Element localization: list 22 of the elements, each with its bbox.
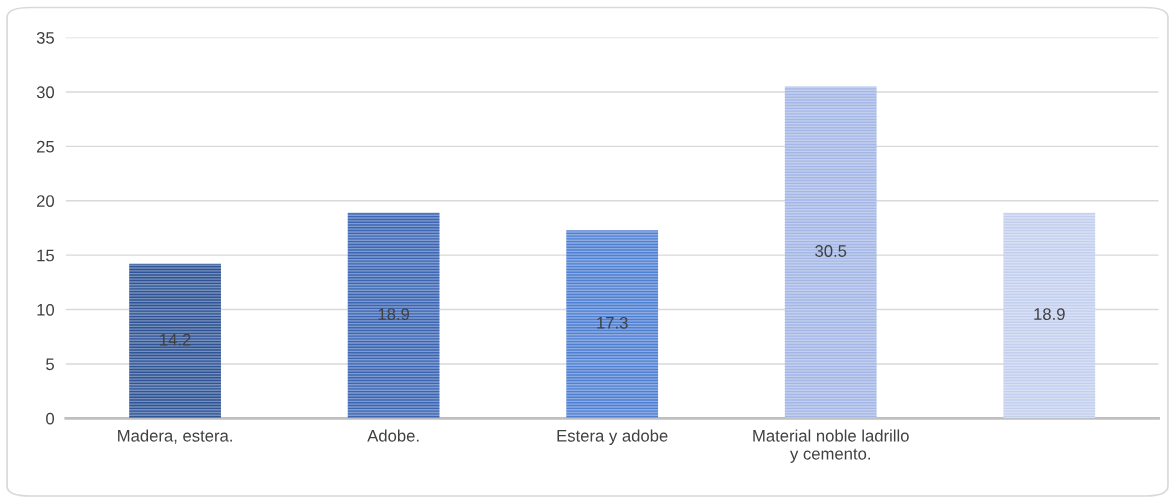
x-tick-label: Madera, estera.: [118, 429, 232, 444]
y-tick-label: 5: [46, 358, 54, 371]
x-tick-label: Estera y adobe: [557, 429, 668, 445]
data-label: 18.9: [1034, 308, 1065, 320]
y-tick-label: 0: [46, 412, 55, 425]
data-label: 18.9: [378, 308, 410, 320]
x-tick-label: Adobe.: [367, 429, 419, 442]
data-label: 17.3: [597, 316, 628, 329]
bar: [566, 230, 659, 419]
data-label: 14.2: [160, 333, 191, 346]
x-tick-label: Material noble ladrillo y cemento.: [753, 429, 909, 463]
y-tick-label: 10: [37, 303, 55, 316]
y-tick-label: 35: [36, 31, 54, 44]
y-tick-label: 15: [37, 249, 54, 262]
bar: [129, 263, 221, 419]
y-tick-label: 30: [36, 86, 55, 99]
bar: [784, 86, 877, 419]
y-tick-label: 20: [36, 195, 55, 207]
y-tick-label: 25: [36, 140, 54, 153]
bar: [347, 212, 440, 419]
bar: [1003, 212, 1096, 419]
data-label: 30.5: [815, 245, 847, 257]
